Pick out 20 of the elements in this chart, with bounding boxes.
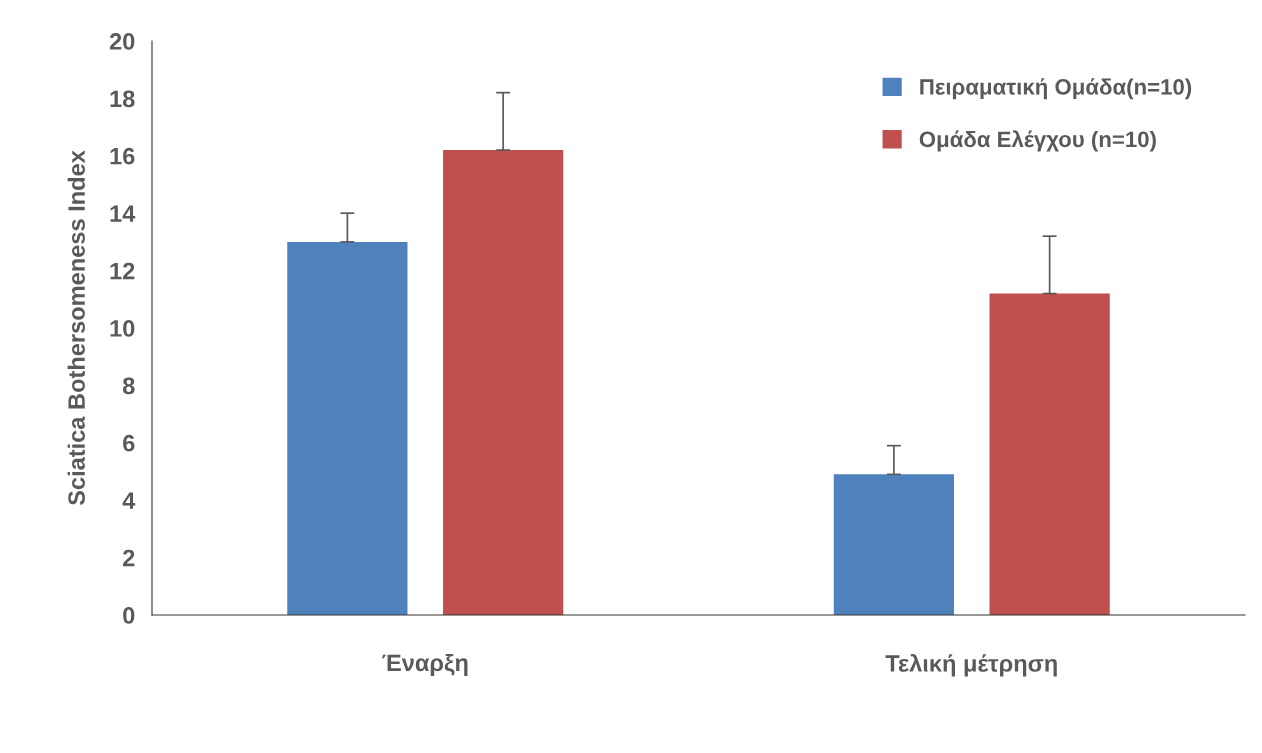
x-tick-label: Τελική μέτρηση (885, 653, 1057, 677)
y-tick-label: 8 (122, 377, 135, 395)
y-tick-label: 12 (110, 262, 135, 280)
y-tick-label: 16 (110, 147, 135, 165)
bar (287, 241, 408, 615)
y-tick-label: 10 (110, 320, 135, 337)
y-tick-label: 0 (123, 607, 135, 624)
y-tick-label: 2 (123, 549, 135, 567)
y-tick-label: 20 (109, 33, 135, 50)
x-tick-label: Έναρξη (382, 653, 468, 676)
y-axis-title: Sciatica Bothersomeness Index (67, 150, 85, 506)
y-tick-label: 4 (122, 492, 136, 509)
bar (443, 150, 564, 615)
legend-label: Πειραματική Ομάδα(n=10) (920, 78, 1192, 100)
y-tick-label: 6 (123, 434, 135, 452)
y-tick-label: 18 (110, 90, 135, 108)
y-tick-label: 14 (110, 205, 136, 222)
legend-label: Ομάδα Ελέγχου (n=10) (919, 130, 1156, 152)
bar (989, 293, 1110, 615)
bar (833, 474, 954, 615)
